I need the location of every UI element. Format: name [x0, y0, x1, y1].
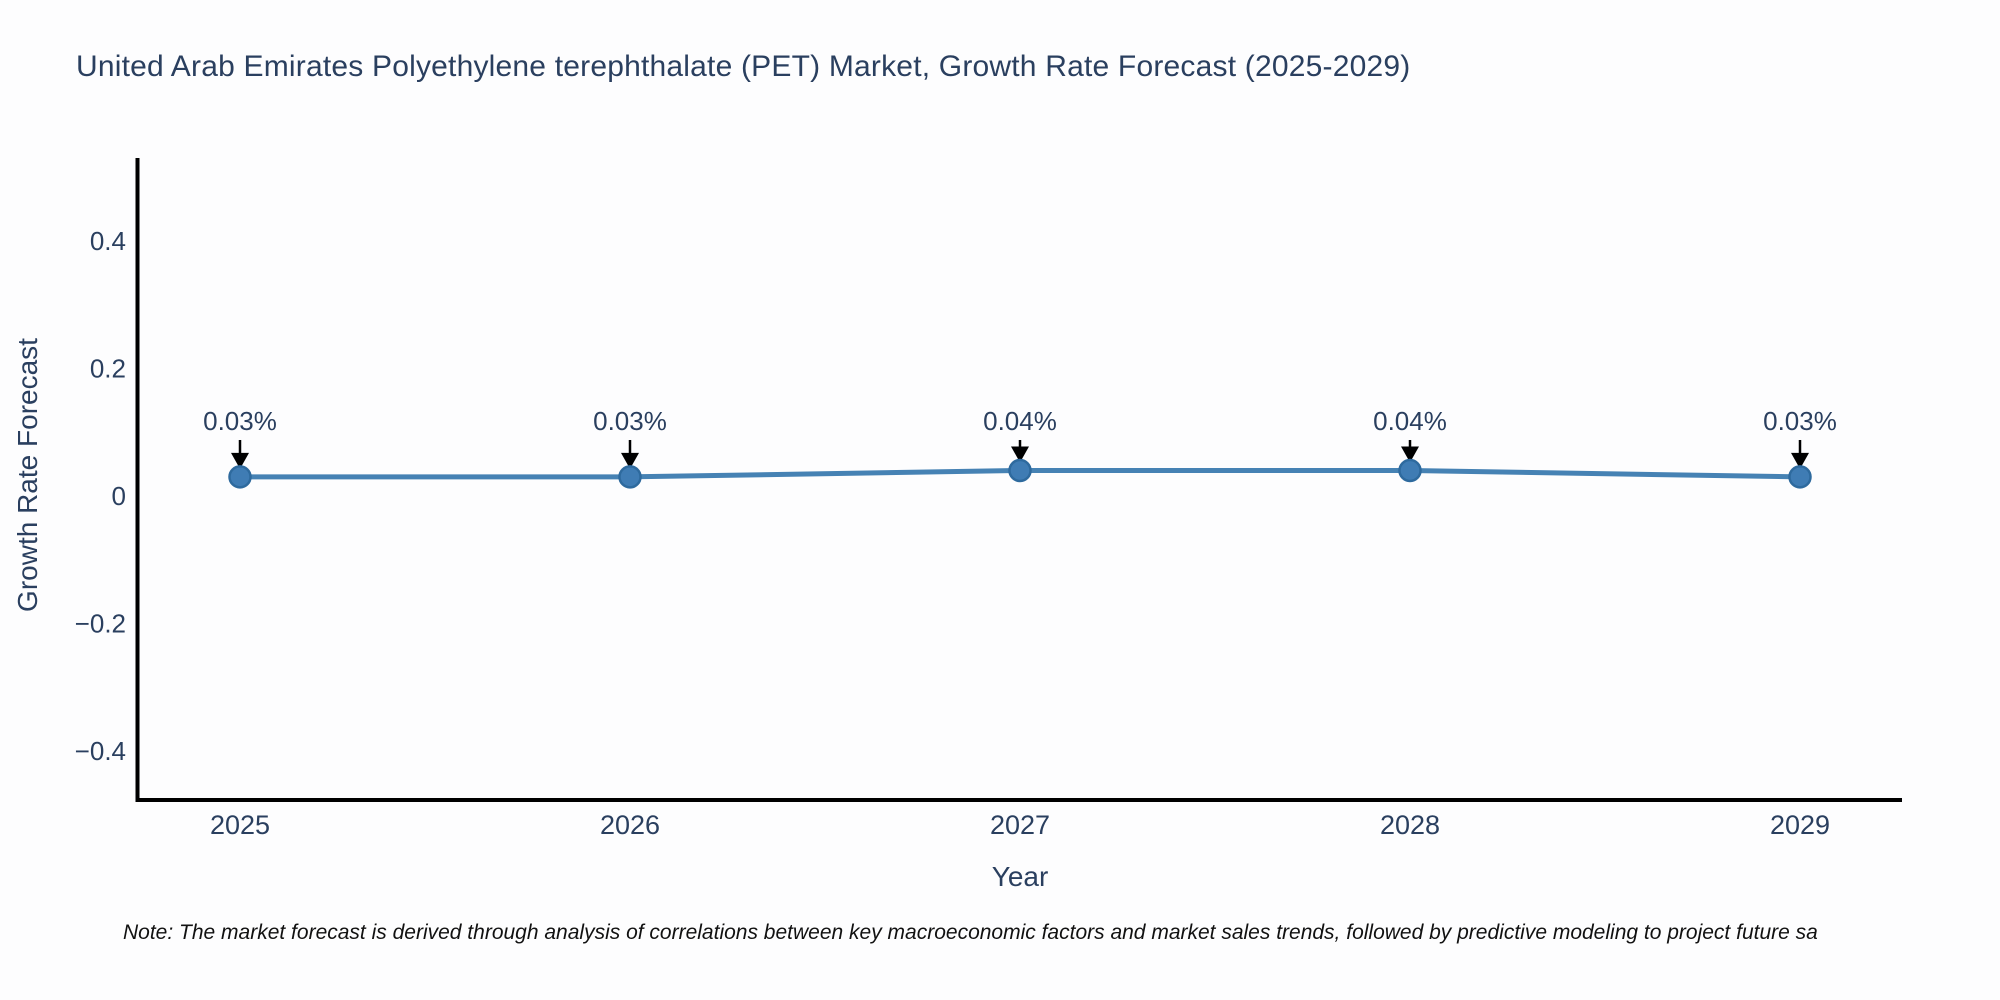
y-tick-label: 0	[112, 481, 126, 511]
annotation-arrow-head	[231, 452, 249, 469]
y-tick-label: 0.2	[90, 354, 126, 384]
annotation-arrow-head	[1011, 446, 1029, 463]
x-axis-title: Year	[991, 861, 1049, 892]
annotation-arrow-head	[621, 452, 639, 469]
y-tick-label: −0.2	[75, 609, 126, 639]
data-point-marker	[1008, 458, 1032, 483]
data-point-label: 0.03%	[593, 406, 667, 436]
data-point-marker	[1788, 465, 1812, 489]
data-point-label: 0.03%	[1763, 406, 1837, 436]
data-point-marker	[228, 465, 252, 489]
chart-title: United Arab Emirates Polyethylene tereph…	[76, 50, 1411, 83]
data-point-label: 0.04%	[983, 406, 1057, 436]
x-tick-label: 2026	[600, 810, 660, 840]
annotation-arrow-head	[1401, 446, 1419, 463]
annotation-arrow-head	[1791, 452, 1809, 469]
x-tick-label: 2027	[990, 810, 1050, 840]
x-tick-label: 2029	[1770, 810, 1830, 840]
y-tick-label: −0.4	[75, 736, 126, 766]
footnote: Note: The market forecast is derived thr…	[123, 921, 1818, 944]
data-point-label: 0.04%	[1373, 406, 1447, 436]
x-tick-label: 2025	[210, 810, 270, 840]
x-tick-label: 2028	[1380, 810, 1440, 840]
data-point-label: 0.03%	[203, 406, 277, 436]
y-tick-label: 0.4	[90, 226, 126, 256]
data-point-marker	[618, 465, 642, 489]
data-point-marker	[1398, 458, 1422, 483]
